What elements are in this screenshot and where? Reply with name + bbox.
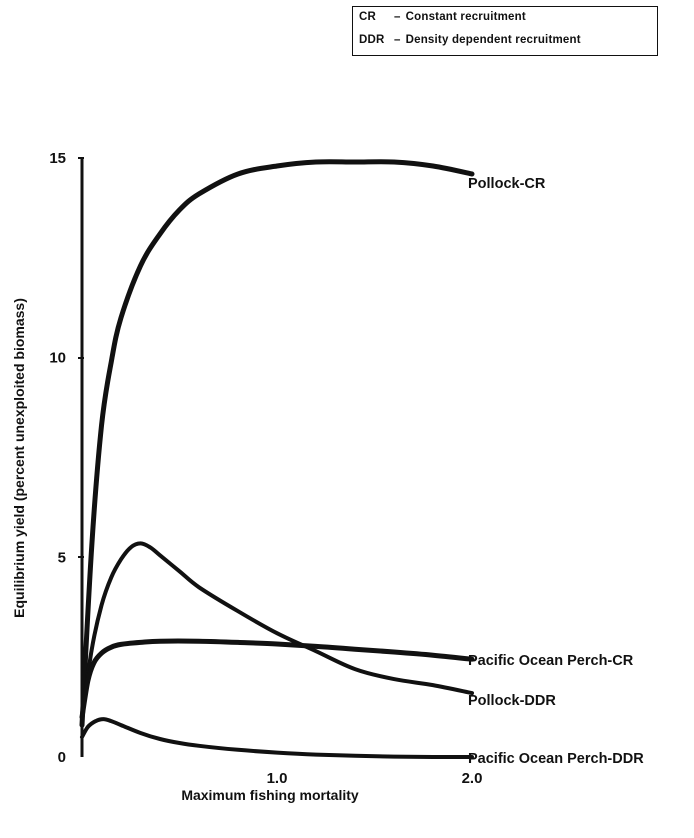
x-tick-label: 2.0 xyxy=(462,770,483,787)
legend-text: Constant recruitment xyxy=(405,11,526,23)
legend-item-cr: CR – Constant recruitment xyxy=(359,11,526,23)
legend-box: CR – Constant recruitment DDR – Density depe… xyxy=(352,6,658,56)
x-tick-labels: 1.0 2.0 xyxy=(267,770,483,787)
series-label-pacific-ocean-perch-cr: Pacific Ocean Perch-CR xyxy=(468,653,634,669)
series-lines xyxy=(79,159,475,760)
series-line-pollock-ddr xyxy=(80,541,474,720)
series-line-pacific-ocean-perch-cr xyxy=(79,638,475,720)
legend-abbr: DDR xyxy=(359,34,385,46)
legend-item-ddr: DDR – Density dependent recruitment xyxy=(359,34,581,46)
y-axis-title: Equilibrium yield (percent unexploited b… xyxy=(11,298,27,618)
x-tick-label: 1.0 xyxy=(267,770,288,787)
y-tick-label: 10 xyxy=(49,350,66,367)
y-tick-label: 5 xyxy=(58,549,66,566)
series-label-pollock-cr: Pollock-CR xyxy=(468,176,546,192)
series-labels: Pollock-CR Pollock-DDR Pacific Ocean Perch… xyxy=(468,176,644,767)
legend-abbr: CR xyxy=(359,11,377,23)
legend-text: Density dependent recruitment xyxy=(405,34,581,46)
series-label-pollock-ddr: Pollock-DDR xyxy=(468,693,556,709)
legend-dash: – xyxy=(394,11,401,23)
x-axis-title: Maximum fishing mortality xyxy=(181,787,359,803)
y-tick-label: 0 xyxy=(58,749,66,766)
y-tick-label: 15 xyxy=(49,150,66,167)
legend-dash: – xyxy=(394,34,401,46)
series-label-pacific-ocean-perch-ddr: Pacific Ocean Perch-DDR xyxy=(468,751,644,767)
series-line-pollock-cr xyxy=(79,159,475,728)
series-line-pacific-ocean-perch-ddr xyxy=(80,717,474,760)
y-tick-labels: 0 5 10 15 xyxy=(49,150,66,766)
